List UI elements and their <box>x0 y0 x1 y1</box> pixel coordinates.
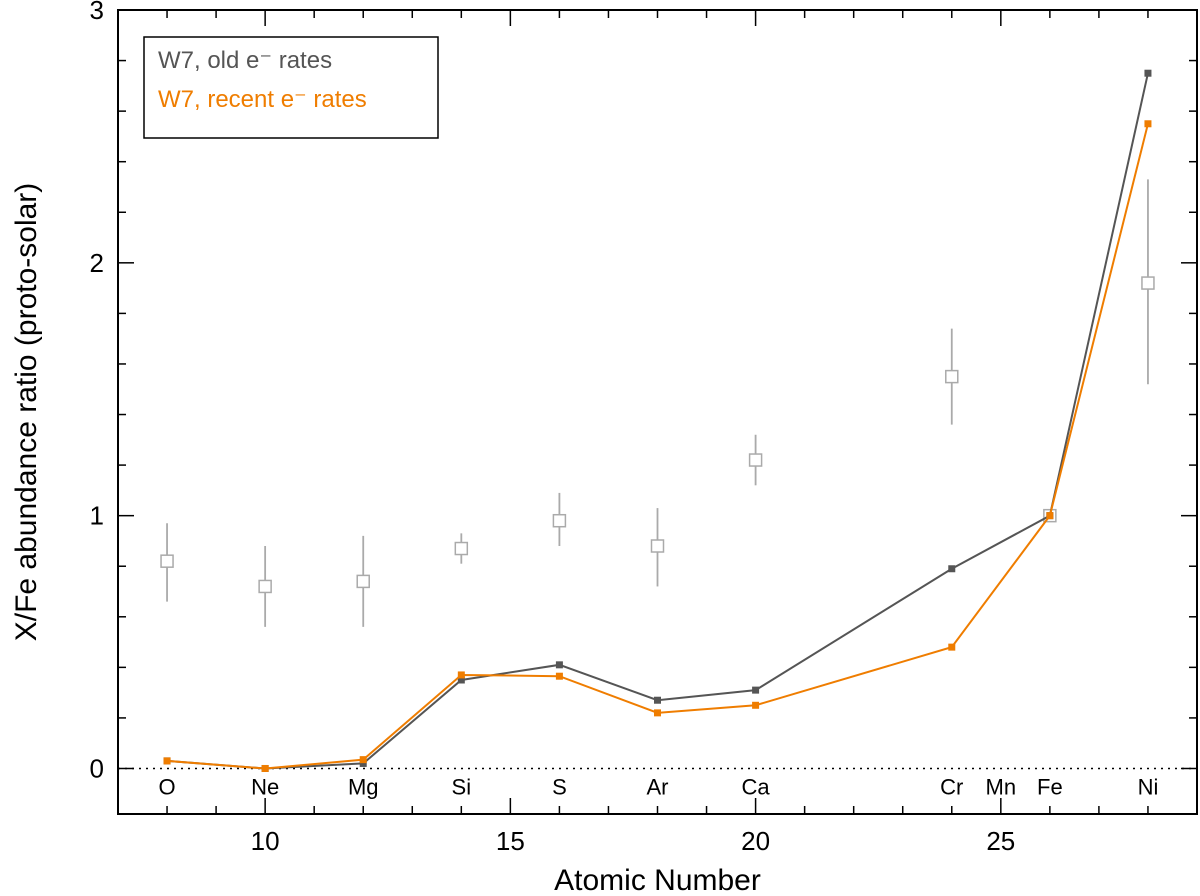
y-tick-label: 0 <box>90 753 104 783</box>
legend-entry: W7, recent e⁻ rates <box>158 86 367 113</box>
observed-point <box>454 541 469 556</box>
observed-point <box>160 554 174 568</box>
element-label: Mg <box>348 774 379 799</box>
series-point-0 <box>752 686 760 694</box>
series-point-1 <box>555 672 563 680</box>
x-axis-label: Atomic Number <box>554 864 761 896</box>
observed-point <box>1141 276 1155 290</box>
x-tick-label: 25 <box>986 826 1015 856</box>
series-point-1 <box>1144 120 1152 128</box>
series-line-0 <box>166 72 1149 770</box>
series-point-0 <box>457 676 465 684</box>
series-point-1 <box>359 756 367 764</box>
observed-point <box>945 369 959 384</box>
x-tick-label: 15 <box>496 826 525 856</box>
series-point-1 <box>654 709 661 717</box>
x-tick-label: 20 <box>741 826 770 856</box>
series-point-1 <box>752 701 760 709</box>
series-point-0 <box>359 759 367 767</box>
element-label: Si <box>452 774 472 799</box>
element-label: S <box>552 774 567 799</box>
observed-point <box>356 574 370 589</box>
observed-point <box>748 453 763 467</box>
element-label: Ni <box>1138 774 1159 799</box>
legend-entry: W7, old e⁻ rates <box>158 47 332 74</box>
element-label: Ne <box>251 774 279 799</box>
element-label: Fe <box>1037 774 1063 799</box>
observed-point <box>552 513 567 528</box>
series-point-0 <box>555 661 563 669</box>
element-labels: O Ne Mg Si S Ar Ca Cr Mn Fe Ni <box>158 774 1158 799</box>
element-label: Mn <box>986 774 1017 799</box>
observed-point <box>258 579 272 594</box>
observed-point <box>650 539 665 553</box>
y-tick-label: 1 <box>90 501 104 531</box>
series-point-1 <box>261 764 269 772</box>
element-label: Cr <box>940 774 963 799</box>
series-point-1 <box>163 757 171 765</box>
element-label: O <box>158 774 175 799</box>
legend-box <box>143 36 439 139</box>
series-point-0 <box>654 696 661 704</box>
series-point-0 <box>948 565 956 573</box>
series-line-1 <box>166 123 1149 770</box>
x-tick-label: 10 <box>251 826 280 856</box>
y-tick-label: 3 <box>90 0 104 25</box>
model-series <box>163 69 1152 772</box>
y-tick-label: 2 <box>90 248 104 278</box>
axis-ticks: 10 15 20 25 0 1 2 3 <box>90 0 1198 856</box>
y-axis-label: X/Fe abundance ratio (proto-solar) <box>10 183 43 642</box>
element-label: Ca <box>742 774 771 799</box>
series-point-1 <box>948 643 956 651</box>
legend: W7, old e⁻ rates W7, recent e⁻ rates <box>143 36 439 139</box>
series-point-0 <box>1144 69 1152 77</box>
series-point-1 <box>457 671 465 679</box>
element-label: Ar <box>647 774 669 799</box>
series-point-1 <box>1046 512 1054 520</box>
observed-points <box>160 179 1155 627</box>
